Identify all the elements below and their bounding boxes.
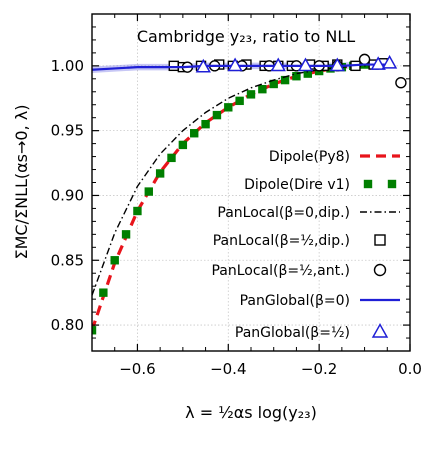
series-dipole-dire-v1-point xyxy=(212,110,222,120)
series-layer xyxy=(92,53,407,335)
series-panglobal-point xyxy=(381,54,398,69)
x-tick-label-0: −0.6 xyxy=(119,360,155,378)
series-panlocal-ant-point xyxy=(358,53,371,66)
y-tick-label-2: 0.90 xyxy=(51,186,84,204)
series-panglobal-point xyxy=(195,58,211,73)
legend-dipole-dire-v1-handle xyxy=(363,179,373,189)
series-panglobal-point xyxy=(329,57,345,72)
legend: Dipole(Py8) Dipole(Dire v1) PanLocal(β=0,d… xyxy=(211,149,400,341)
legend-panglobal-0-label: PanGlobal(β=0) xyxy=(240,293,350,309)
y-tick-label-4: 1.00 xyxy=(51,57,84,75)
legend-panlocal-0-dip-label: PanLocal(β=0,dip.) xyxy=(217,205,350,221)
series-dipole-dire-v1-point xyxy=(201,119,210,129)
series-dipole-dire-v1-point xyxy=(235,96,244,106)
y-tick-label-0: 0.80 xyxy=(51,316,84,334)
series-dipole-dire-v1-point xyxy=(133,206,142,216)
series-dipole-dire-v1-point xyxy=(178,140,188,150)
series-panglobal-point xyxy=(227,57,243,72)
series-dipole-dire-v1-point xyxy=(121,230,131,239)
series-dipole-dire-v1-point xyxy=(167,153,176,163)
y-tick-label-1: 0.85 xyxy=(51,251,84,269)
legend-dipole-dire-v1-label: Dipole(Dire v1) xyxy=(244,177,350,193)
series-panglobal-point xyxy=(270,57,286,72)
legend-dipole-dire-v1-handle xyxy=(387,179,397,189)
series-dipole-dire-v1-point xyxy=(224,103,233,112)
tick-marks xyxy=(91,13,411,352)
x-tick-label-1: −0.4 xyxy=(210,360,246,378)
y-tick-label-3: 0.95 xyxy=(51,122,84,140)
series-dipole-dire-v1-point xyxy=(110,256,119,265)
legend-panlocal-dip-handle xyxy=(374,234,386,246)
x-tick-label-2: −0.2 xyxy=(301,360,337,378)
series-dipole-dire-v1-point xyxy=(258,84,267,94)
x-tick-label-3: 0.0 xyxy=(398,360,422,378)
series-dipole-dire-v1-point xyxy=(99,288,108,297)
x-axis-label: λ = ½αs log(y₂₃) xyxy=(185,403,317,422)
series-dipole-dire-v1-point xyxy=(292,72,301,81)
legend-panglobal-handle xyxy=(371,323,389,338)
series-panlocal-dip-point xyxy=(168,60,179,72)
tick-labels: −0.6 −0.4 −0.2 0.0 0.80 0.85 0.90 0.95 1.00 xyxy=(51,57,422,378)
series-panlocal-ant-point xyxy=(395,76,407,89)
legend-dipole-py8-label: Dipole(Py8) xyxy=(269,149,350,165)
series-dipole-dire-v1-point xyxy=(144,187,153,196)
series-dipole-dire-v1-point xyxy=(280,75,290,85)
series-panglobal-point xyxy=(370,56,386,70)
legend-panlocal-ant-label: PanLocal(β=½,ant.) xyxy=(211,263,350,279)
series-dipole-dire-v1-point xyxy=(190,129,199,138)
series-dipole-dire-v1-point xyxy=(155,169,165,178)
y-axis-label: ΣMC/ΣNLL(αs→0, λ) xyxy=(12,105,31,260)
legend-panlocal-dip-label: PanLocal(β=½,dip.) xyxy=(213,233,350,249)
legend-panglobal-label: PanGlobal(β=½) xyxy=(235,325,350,341)
series-panglobal-point xyxy=(297,57,314,72)
series-dipole-dire-v1-point xyxy=(92,326,97,335)
chart-title: Cambridge y₂₃, ratio to NLL xyxy=(137,27,355,46)
legend-panlocal-ant-handle xyxy=(373,263,387,277)
series-dipole-dire-v1-point xyxy=(246,90,256,99)
